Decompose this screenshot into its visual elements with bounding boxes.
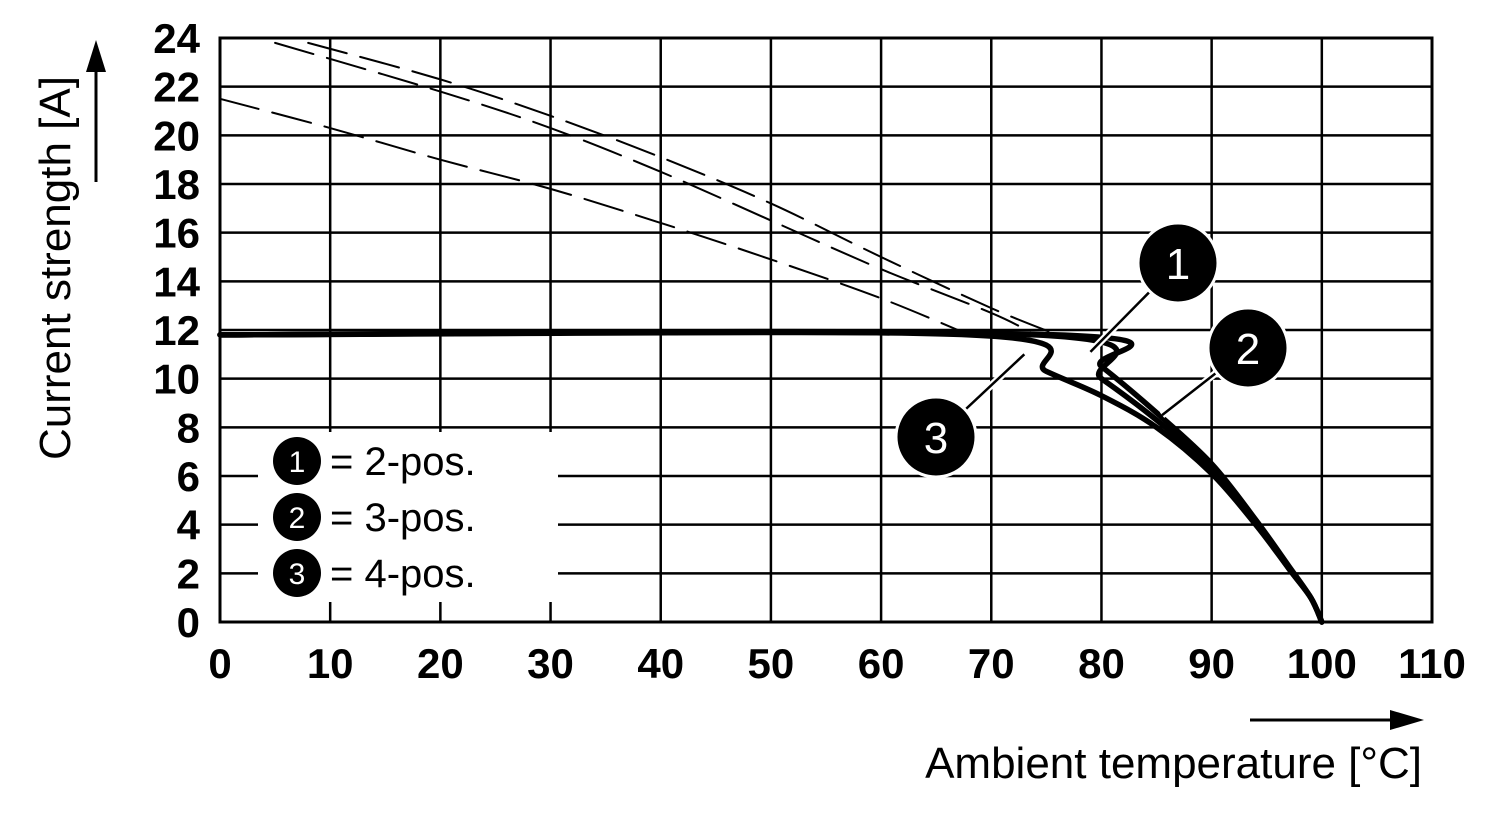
callout-number: 3: [924, 414, 948, 463]
x-tick-label: 0: [208, 640, 231, 687]
dashed-series-group: [219, 41, 1059, 336]
y-tick-label: 14: [153, 258, 200, 305]
y-tick-label: 6: [177, 453, 200, 500]
callout-marker-1: [1136, 221, 1220, 305]
x-tick-label: 70: [968, 640, 1015, 687]
x-tick-label: 110: [1398, 640, 1466, 687]
legend-marker-number: 2: [289, 502, 306, 535]
legend-marker-number: 1: [289, 446, 306, 479]
legend-marker-number: 3: [289, 558, 306, 591]
plot-frame: [218, 36, 1434, 624]
dashed-curve-3: [219, 97, 971, 336]
x-axis-title: Ambient temperature [°C]: [925, 739, 1422, 788]
x-tick-label: 100: [1287, 640, 1357, 687]
x-tick-label: 30: [527, 640, 574, 687]
y-tick-label: 20: [153, 112, 200, 159]
y-tick-label: 0: [177, 599, 200, 646]
y-tick-label: 10: [153, 356, 200, 403]
y-tick-label: 18: [153, 161, 200, 208]
x-tick-label: 50: [748, 640, 795, 687]
y-tick-label: 24: [153, 15, 200, 62]
y-tick-label: 22: [153, 64, 200, 111]
y-axis-arrow: [86, 40, 106, 182]
callout-marker-2: [1206, 306, 1290, 390]
x-tick-label: 40: [637, 640, 684, 687]
legend-label-1: = 2-pos.: [330, 440, 476, 484]
x-tick-label: 20: [417, 640, 464, 687]
y-tick-label: 8: [177, 404, 200, 451]
callouts: 12 3: [894, 221, 1290, 479]
legend-marker-1: [273, 437, 321, 485]
legend-label-2: = 3-pos.: [330, 496, 476, 540]
x-tick-label: 60: [858, 640, 905, 687]
y-tick-label: 2: [177, 550, 200, 597]
callout-marker-3: [894, 395, 978, 479]
y-tick-label: 16: [153, 210, 200, 257]
y-axis-title: Current strength [A]: [31, 76, 80, 460]
callout-number: 2: [1236, 325, 1260, 374]
solid-series-group: [217, 328, 1325, 625]
y-tick-label: 12: [153, 307, 200, 354]
x-tick-label: 90: [1188, 640, 1235, 687]
callout-number: 1: [1166, 240, 1190, 289]
y-tick-label: 4: [177, 502, 201, 549]
legend-marker-2: [273, 493, 321, 541]
x-tick-label: 10: [307, 640, 354, 687]
dashed-curve-2: [274, 41, 1037, 336]
x-tick-label: 80: [1078, 640, 1125, 687]
derating-curve-3: [217, 329, 1325, 625]
x-tick-labels: 0 10 20 30 40 50 60 70 80 90 100 110: [208, 640, 1466, 687]
x-axis-arrow: [1250, 710, 1424, 730]
dashed-curve-1: [307, 41, 1059, 336]
legend-marker-3: [273, 549, 321, 597]
legend-label-3: = 4-pos.: [330, 552, 476, 596]
legend: 1 = 2-pos. 2 = 3-pos. 3 = 4-pos.: [258, 432, 558, 602]
